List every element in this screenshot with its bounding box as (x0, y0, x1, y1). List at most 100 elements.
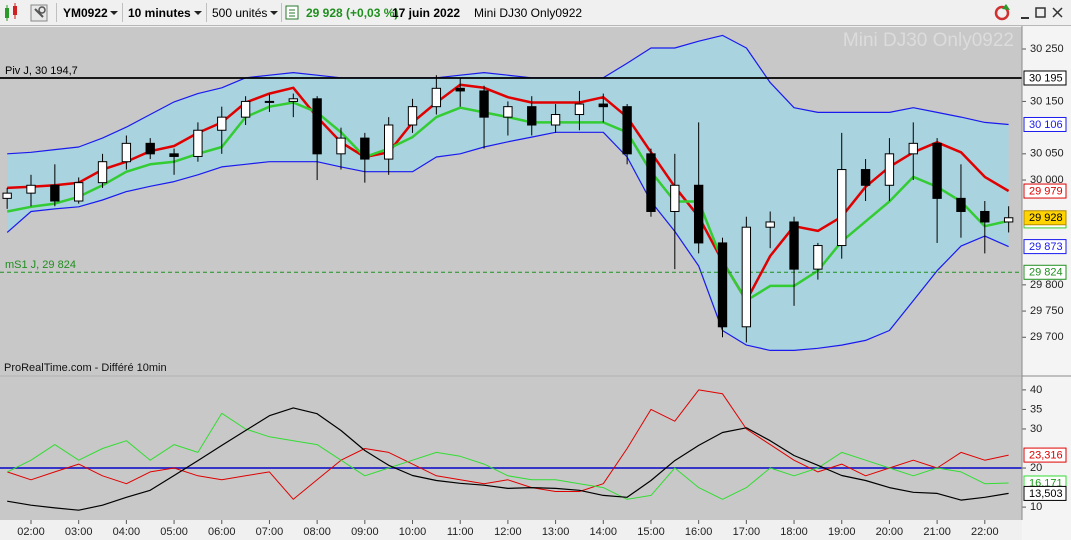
last-value-box (1023, 485, 1067, 501)
settings-button[interactable] (30, 4, 48, 22)
candle-body (717, 242, 728, 328)
x-tick-label: 11:00 (447, 526, 474, 538)
candle-body (240, 100, 251, 118)
y-tick-label: 29 750 (1030, 305, 1064, 317)
x-tick-label: 21:00 (923, 526, 951, 538)
candle-body (312, 98, 322, 155)
series-line (7, 407, 1009, 511)
candle-body (932, 142, 942, 199)
x-tick-label: 13:00 (542, 526, 570, 538)
last-value-box (1023, 210, 1067, 226)
series-line (6, 412, 1009, 500)
y-tick-label: 30 000 (1030, 174, 1064, 186)
x-tick-label: 16:00 (685, 526, 713, 538)
symbol[interactable]: YM0922 (63, 6, 108, 20)
last-value-label: 13,503 (1029, 488, 1063, 500)
candle-body (1003, 217, 1014, 223)
candle-body (908, 142, 918, 155)
units[interactable]: 500 unités (212, 6, 268, 20)
y-tick-label: 30 150 (1030, 95, 1064, 107)
timeframe[interactable]: 10 minutes (128, 6, 191, 20)
candle-body (956, 197, 966, 212)
candle-body (169, 153, 179, 157)
x-tick-label: 18:00 (780, 526, 808, 538)
candle-body (384, 124, 394, 160)
candle-body (97, 161, 108, 184)
series-line (7, 389, 1009, 500)
candle-body (622, 106, 632, 155)
candle-body (884, 153, 895, 186)
candle-body (741, 226, 752, 328)
x-tick-label: 09:00 (351, 526, 379, 538)
separator (56, 3, 57, 22)
last-value-label: 23,316 (1029, 449, 1063, 461)
reference-label: mS1 J, 29 824 (5, 259, 76, 271)
close-button[interactable] (1052, 7, 1063, 18)
toolbar: YM0922 10 minutes 500 unités 29 928 (+0,… (0, 0, 1071, 26)
x-tick-label: 20:00 (876, 526, 904, 538)
x-tick-label: 04:00 (113, 526, 141, 538)
x-tick-label: 07:00 (256, 526, 284, 538)
last-value-box (1023, 447, 1067, 463)
separator (122, 3, 123, 22)
candle-body (789, 221, 799, 270)
y-tick-label: 30 250 (1030, 43, 1064, 55)
toolbar-icons (5, 3, 1063, 22)
last-value-label: 29 873 (1029, 241, 1063, 253)
chart-type-button[interactable] (5, 3, 17, 21)
candle-body (336, 137, 346, 155)
y-tick-label: 10 (1030, 501, 1042, 513)
last-value-label: 29 824 (1029, 267, 1063, 279)
quote: 29 928 (+0,03 %) (306, 6, 399, 20)
units-dropdown[interactable] (270, 11, 278, 15)
candle-body (527, 106, 537, 126)
last-value-box (1023, 264, 1067, 280)
candle-body (860, 169, 871, 186)
separator (206, 3, 207, 22)
last-value-label: 29 979 (1029, 185, 1063, 197)
candle-body (50, 184, 60, 202)
candle-body (598, 103, 608, 108)
x-tick-label: 05:00 (160, 526, 188, 538)
candle-body (431, 87, 442, 108)
y-tick-label: 35 (1030, 403, 1042, 415)
refresh-button[interactable] (994, 4, 1010, 21)
candle-body (74, 182, 84, 202)
symbol-dropdown[interactable] (110, 11, 118, 15)
last-value-label: 30 195 (1029, 72, 1063, 84)
separator (281, 3, 282, 22)
last-value-box (1023, 116, 1067, 132)
source-note: ProRealTime.com - Différé 10min (4, 362, 167, 374)
y-tick-label: 29 800 (1030, 279, 1064, 291)
candle-body (26, 184, 36, 194)
x-tick-label: 17:00 (733, 526, 761, 538)
y-tick-label: 40 (1030, 384, 1042, 396)
candle-body (264, 100, 275, 103)
x-tick-label: 19:00 (828, 526, 856, 538)
x-tick-label: 10:00 (399, 526, 427, 538)
last-value-box (1023, 70, 1067, 86)
y-tick-label: 30 (1030, 423, 1042, 435)
candle-body (574, 103, 585, 116)
chart: Mini DJ30 Only0922 Piv J, 30 194,7 30 195 m… (0, 26, 1071, 540)
candle-body (193, 129, 203, 157)
x-tick-label: 12:00 (494, 526, 522, 538)
candle-body (693, 184, 704, 244)
candle-body (145, 142, 155, 155)
plot-background (0, 377, 1022, 520)
x-tick-label: 15:00 (637, 526, 665, 538)
x-tick-label: 08:00 (303, 526, 331, 538)
candle-body (121, 142, 132, 163)
candle-body (670, 184, 680, 212)
candle-body (479, 90, 489, 118)
x-tick-label: 02:00 (17, 526, 45, 538)
candle-body (550, 114, 561, 126)
watermark: Mini DJ30 Only0922 (843, 30, 1014, 51)
y-tick-label: 30 050 (1030, 148, 1064, 160)
last-value-box (1023, 239, 1067, 255)
maximize-button[interactable] (1035, 7, 1046, 18)
timeframe-dropdown[interactable] (194, 11, 202, 15)
info-button[interactable] (285, 5, 299, 20)
last-value-label: 30 106 (1029, 119, 1063, 131)
